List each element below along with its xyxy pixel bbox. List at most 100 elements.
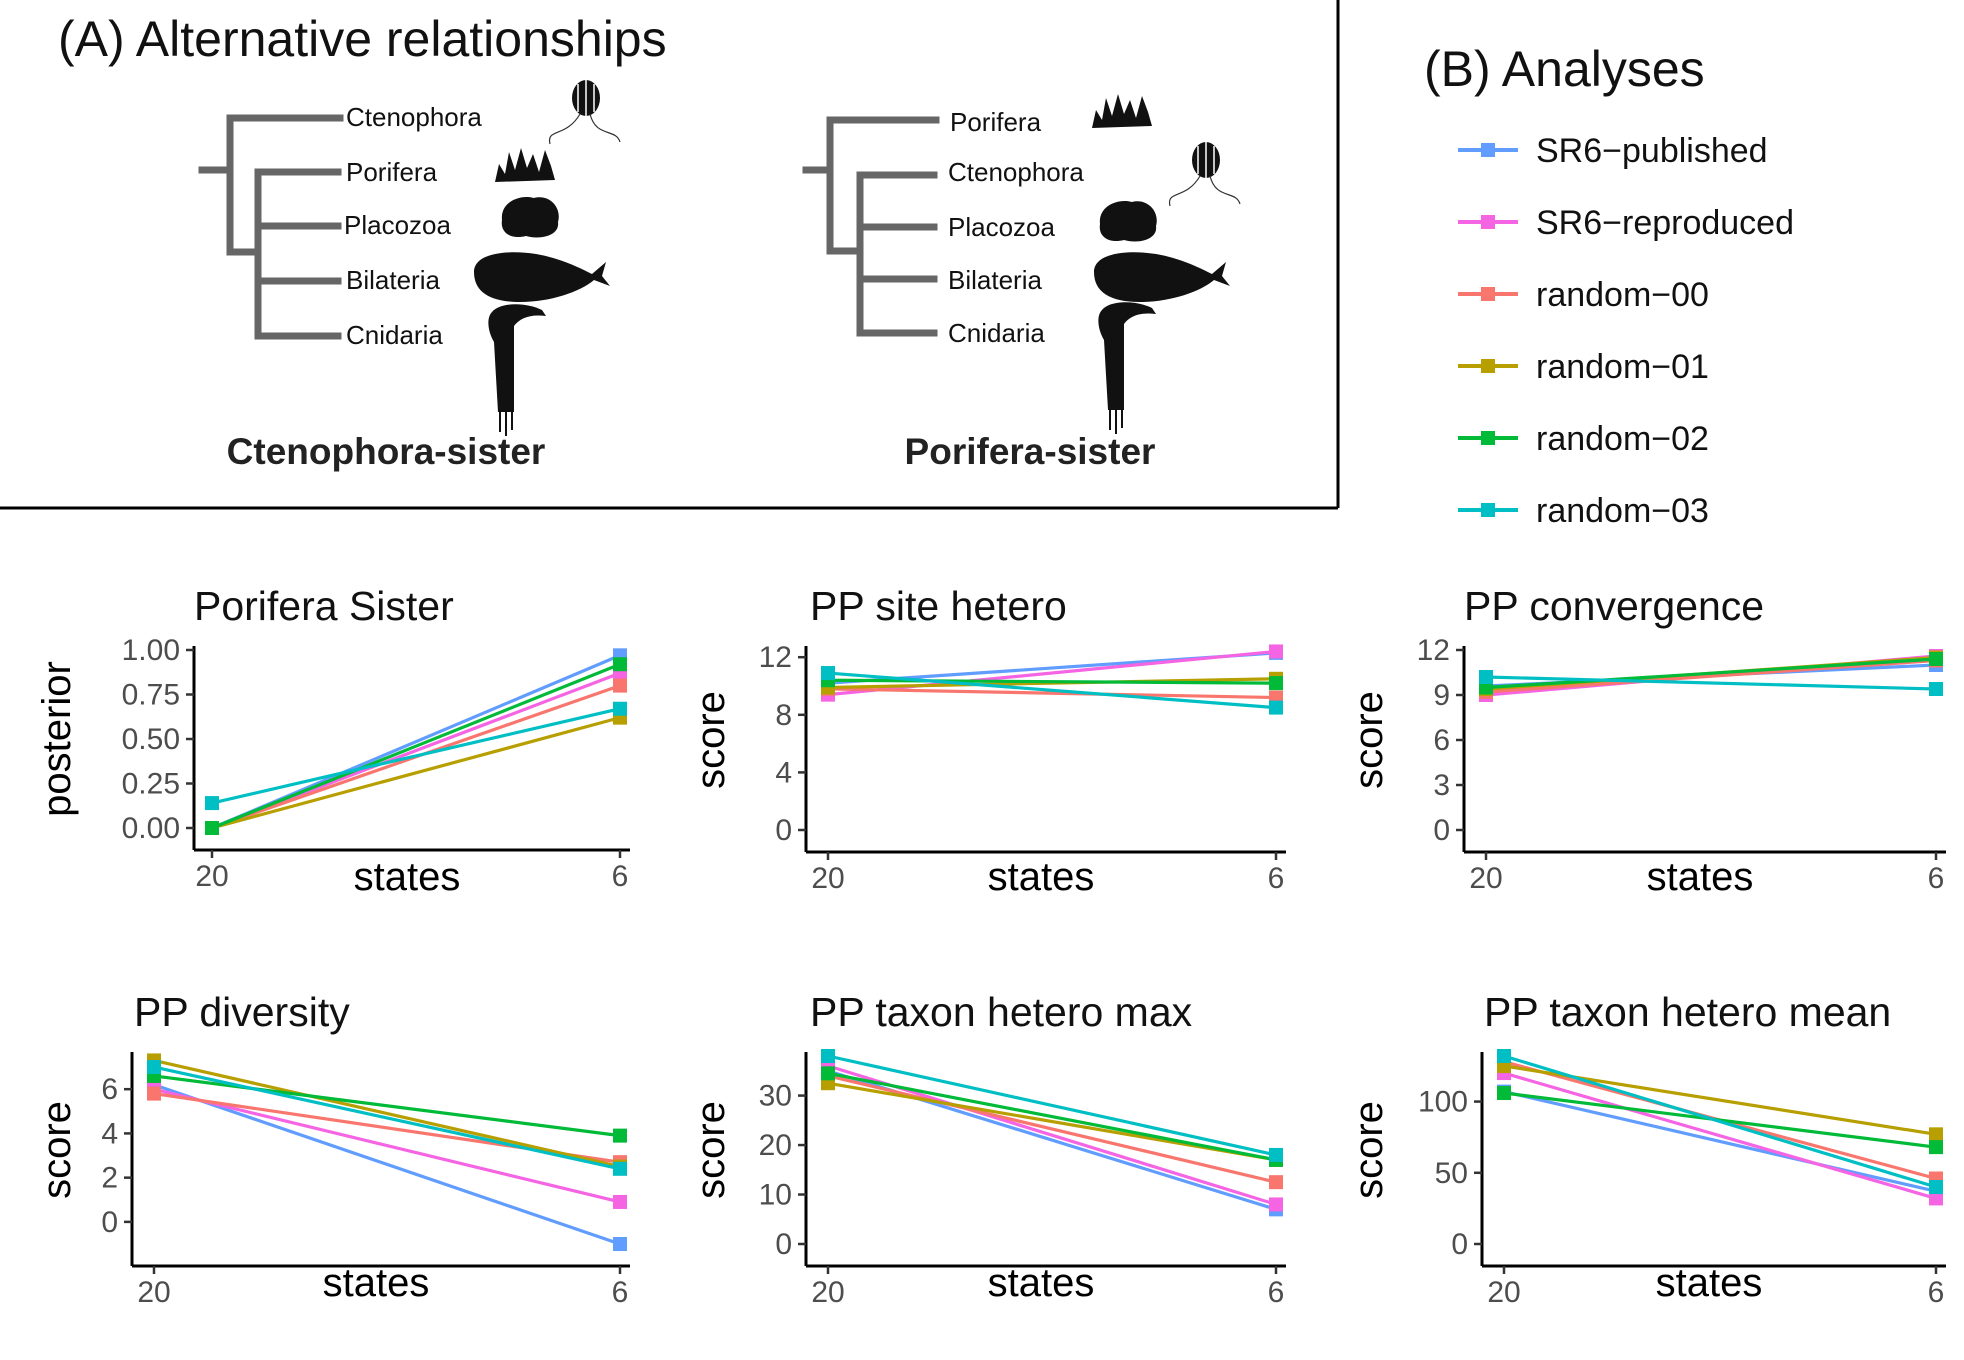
series-line <box>827 1054 1277 1157</box>
x-tick-label: 6 <box>1928 862 1945 895</box>
series-6 <box>1497 1049 1943 1195</box>
y-tick-label: 1.00 <box>122 634 180 667</box>
series-6 <box>821 666 1283 715</box>
panel-a-heading: (A) Alternative relationships <box>58 11 667 67</box>
series-line <box>827 1071 1277 1162</box>
y-axis-label: score <box>35 1101 79 1199</box>
series-2 <box>1497 1066 1943 1206</box>
data-point <box>1929 1127 1943 1142</box>
y-axis-label: score <box>1347 691 1391 789</box>
taxon-label: Ctenophora <box>948 157 1084 187</box>
series-line <box>211 662 621 830</box>
taxon-label: Bilateria <box>948 265 1042 295</box>
series-line <box>153 1058 621 1169</box>
y-tick-label: 0.75 <box>122 679 180 712</box>
taxon-label: Porifera <box>950 107 1042 137</box>
series-line <box>827 678 1277 685</box>
x-axis-label: states <box>1656 1261 1763 1305</box>
series-line <box>153 1065 621 1171</box>
sea-anemone-icon <box>488 304 546 436</box>
series-6 <box>147 1060 627 1176</box>
taxon-label: Ctenophora <box>346 102 482 132</box>
y-tick-label: 0 <box>775 814 792 847</box>
x-tick-label: 20 <box>1487 1276 1520 1309</box>
legend-label: SR6−published <box>1536 132 1768 170</box>
tree-title: Ctenophora-sister <box>227 431 546 472</box>
x-axis-label: states <box>323 1261 430 1305</box>
series-line <box>827 1081 1277 1162</box>
series-6 <box>821 1049 1283 1162</box>
series-line <box>1503 1071 1937 1200</box>
chart-1: Porifera Sister 0.00 0.25 0.50 0.75 1.00 20 6 st… <box>35 583 630 899</box>
data-point <box>821 666 835 681</box>
legend-swatch-marker <box>1481 359 1495 373</box>
y-tick-label: 4 <box>775 756 792 789</box>
data-point <box>613 678 627 693</box>
data-point <box>1269 676 1283 691</box>
data-point <box>613 701 627 716</box>
y-tick-label: 0.00 <box>122 812 180 845</box>
x-tick-label: 20 <box>811 1276 844 1309</box>
whale-icon <box>1094 252 1230 302</box>
y-tick-label: 3 <box>1433 769 1450 802</box>
series-line <box>153 1083 621 1246</box>
series-line <box>211 716 621 830</box>
x-tick-label: 6 <box>1268 1276 1285 1309</box>
series-6 <box>1479 670 1943 696</box>
series-6 <box>205 701 627 811</box>
data-point <box>821 1066 835 1081</box>
taxon-label: Bilateria <box>346 265 440 295</box>
y-tick-label: 2 <box>101 1162 118 1195</box>
y-tick-label: 0 <box>1433 814 1450 847</box>
y-tick-label: 0.50 <box>122 723 180 756</box>
comb-jelly-icon <box>548 80 621 145</box>
y-tick-label: 12 <box>759 641 792 674</box>
y-axis-label: score <box>1347 1101 1391 1199</box>
data-point <box>147 1060 161 1075</box>
data-point <box>205 821 219 835</box>
series-line <box>1485 658 1937 694</box>
x-axis-label: states <box>988 1261 1095 1305</box>
data-point <box>1929 1140 1943 1155</box>
x-tick-label: 20 <box>1469 862 1502 895</box>
y-tick-label: 50 <box>1435 1157 1468 1190</box>
x-axis-label: states <box>988 855 1095 899</box>
panel-a: (A) Alternative relationships Ctenophora… <box>0 0 1340 510</box>
data-point <box>1269 1197 1283 1212</box>
series-line <box>1503 1090 1937 1193</box>
y-tick-label: 30 <box>759 1080 792 1113</box>
y-tick-label: 10 <box>759 1179 792 1212</box>
series-line <box>1485 675 1937 691</box>
placozoan-icon <box>1099 200 1157 242</box>
y-tick-label: 0 <box>1451 1228 1468 1261</box>
data-point <box>1269 644 1283 659</box>
legend-items: SR6−published SR6−reproduced random−00 rand… <box>1458 132 1794 530</box>
series-line <box>211 707 621 805</box>
legend-item: random−02 <box>1458 420 1709 458</box>
legend-item: random−00 <box>1458 276 1709 314</box>
y-axis-label: score <box>689 691 733 789</box>
y-tick-label: 8 <box>775 699 792 732</box>
series-5 <box>205 657 627 835</box>
taxon-label: Porifera <box>346 157 438 187</box>
y-axis-label: score <box>689 1101 733 1199</box>
legend-item: random−01 <box>1458 348 1709 386</box>
sea-anemone-icon <box>1098 302 1156 434</box>
legend-label: random−03 <box>1536 492 1709 530</box>
chart-title: PP taxon hetero mean <box>1484 989 1891 1035</box>
legend-swatch-marker <box>1481 143 1495 157</box>
x-tick-label: 6 <box>612 860 629 893</box>
series-4 <box>205 710 627 835</box>
series-line <box>153 1087 621 1204</box>
x-axis-label: states <box>1647 855 1754 899</box>
chart-title: PP diversity <box>134 989 350 1035</box>
chart-6: PP taxon hetero mean 0 50 100 20 6 states score <box>1347 989 1946 1309</box>
data-point <box>1497 1086 1511 1101</box>
x-axis-label: states <box>354 855 461 899</box>
legend-swatch-marker <box>1481 287 1495 301</box>
data-point <box>613 657 627 672</box>
legend-label: random−00 <box>1536 276 1709 314</box>
y-tick-label: 6 <box>1433 724 1450 757</box>
series-line <box>827 687 1277 700</box>
